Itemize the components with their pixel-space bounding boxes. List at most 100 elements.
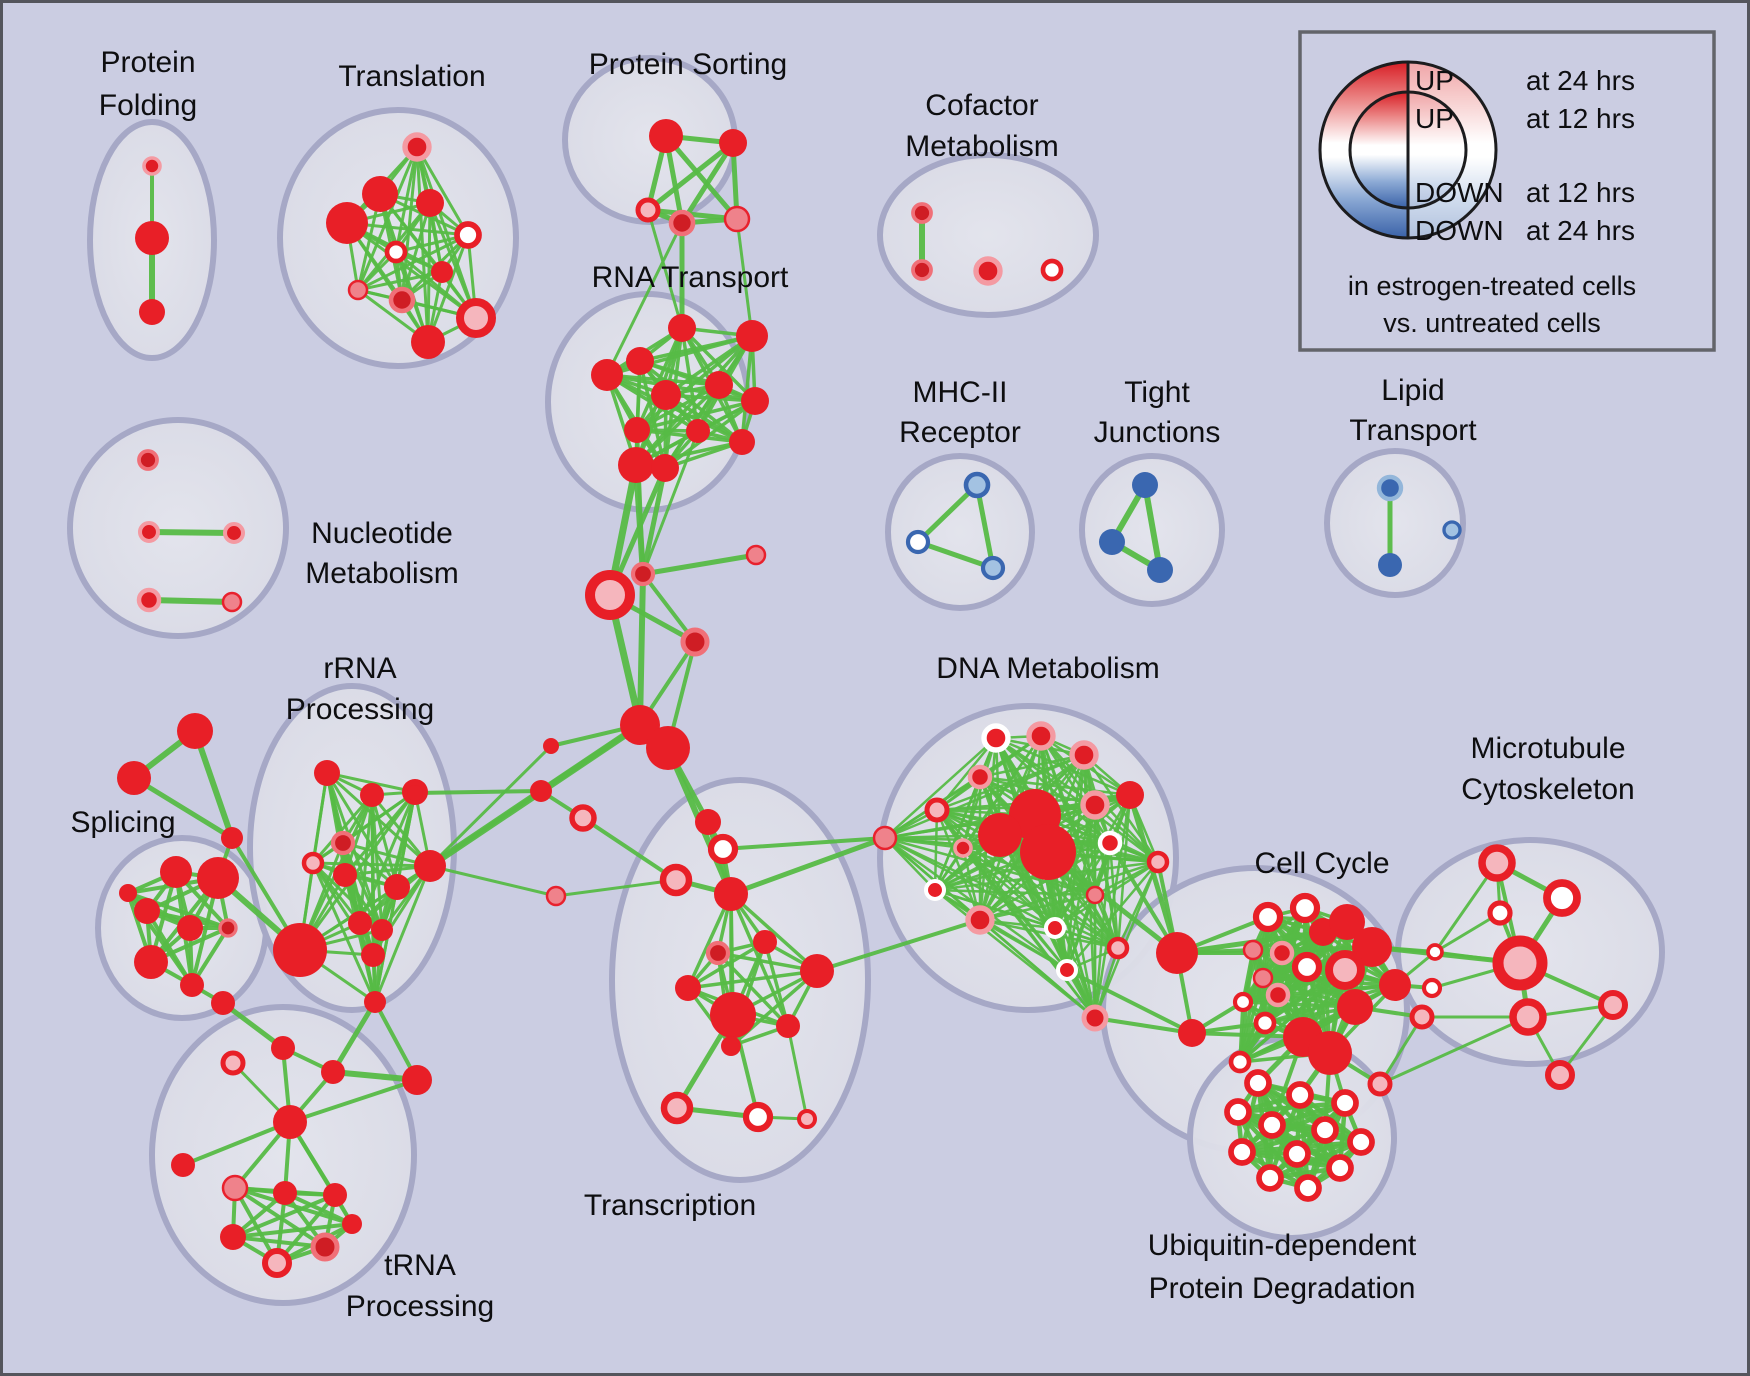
edge <box>728 835 888 897</box>
node-nm1 <box>137 449 159 471</box>
node-rr7 <box>384 874 410 900</box>
node-dm18 <box>1043 916 1067 940</box>
cluster-label-cofactor-metabolism: Cofactor <box>925 89 1038 122</box>
node-cc13 <box>1329 904 1365 940</box>
legend-time-3: at 24 hrs <box>1526 215 1635 246</box>
node-tx1 <box>695 809 721 835</box>
node-dm7 <box>1080 790 1110 820</box>
node-cc6 <box>1269 940 1295 966</box>
node-ub6 <box>1311 1116 1339 1144</box>
node-br2 <box>321 1060 345 1084</box>
node-tr3 <box>416 189 444 217</box>
node-cf4 <box>1040 258 1064 282</box>
node-mt9 <box>1598 990 1628 1020</box>
node-tn2 <box>171 1153 195 1177</box>
edge <box>786 1024 809 1121</box>
legend-caption-line1: in estrogen-treated cells <box>1348 271 1636 301</box>
node-tn7 <box>310 1232 340 1262</box>
node-dm15 <box>923 878 947 902</box>
legend-box <box>1298 30 1716 352</box>
node-rt4 <box>591 359 623 391</box>
node-c1 <box>630 561 656 587</box>
cluster-label-nucleotide-metabolism: Nucleotide <box>311 517 453 550</box>
node-sx1 <box>177 713 213 749</box>
node-tx7 <box>675 975 701 1001</box>
node-ub11 <box>1256 1164 1284 1192</box>
node-rr14 <box>364 991 386 1013</box>
node-ps2 <box>719 129 747 157</box>
node-tx3 <box>659 863 693 897</box>
node-rr5 <box>301 851 325 875</box>
legend-time-2: at 12 hrs <box>1526 177 1635 208</box>
legend-direction-0: UP <box>1415 65 1454 96</box>
edge <box>220 1000 286 1051</box>
node-br3 <box>402 1065 432 1095</box>
edge-cell-cycle <box>1238 920 1349 1064</box>
cluster-label-splicing: Splicing <box>70 806 175 839</box>
edge-protein-sorting <box>679 140 736 226</box>
node-tr2 <box>362 176 398 212</box>
cluster-label-transcription: Transcription <box>584 1189 756 1222</box>
node-tr9 <box>388 286 416 314</box>
edge-rrna-processing <box>373 864 432 1004</box>
cluster-nucleotide-metabolism <box>67 417 289 639</box>
edge <box>605 221 684 377</box>
edge <box>330 999 378 1075</box>
node-ub4 <box>1224 1098 1252 1126</box>
node-rr12 <box>414 850 446 882</box>
edge <box>915 539 996 571</box>
edge-dna-metabolism <box>1093 841 1112 1020</box>
node-m1 <box>963 471 991 499</box>
node-nm3 <box>222 521 246 545</box>
node-c5 <box>620 705 660 745</box>
node-cc14 <box>1352 927 1392 967</box>
node-nm5 <box>221 591 243 613</box>
edge-rrna-processing <box>325 771 417 794</box>
edge-dna-metabolism <box>961 846 1057 930</box>
edge <box>974 482 996 571</box>
node-rr1 <box>314 760 340 786</box>
node-ub2 <box>1286 1081 1314 1109</box>
edge-trna-processing <box>231 1193 337 1239</box>
node-c6 <box>646 726 690 770</box>
node-sx2 <box>117 761 151 795</box>
node-c11 <box>545 885 567 907</box>
node-nm2 <box>137 520 161 544</box>
edge-rrna-processing <box>373 885 399 1004</box>
edge <box>735 217 754 338</box>
edge <box>640 552 759 577</box>
node-ub8 <box>1228 1138 1256 1166</box>
node-ub1 <box>1244 1069 1272 1097</box>
edge-rna-transport <box>635 399 757 432</box>
node-dm22 <box>1081 1004 1109 1032</box>
node-br4 <box>220 1050 246 1076</box>
edge-dna-metabolism <box>933 808 939 892</box>
cluster-label-rna-transport: RNA Transport <box>592 261 789 294</box>
edge-protein-sorting <box>645 207 740 222</box>
edge <box>428 864 558 898</box>
node-ps4 <box>668 209 696 237</box>
edge-rrna-processing <box>311 861 377 1004</box>
node-pf1 <box>142 156 162 176</box>
node-dm13 <box>1097 830 1123 856</box>
edge <box>581 816 678 882</box>
edge-rrna-processing <box>341 841 384 932</box>
node-c3 <box>585 570 635 620</box>
node-tn5 <box>323 1183 347 1207</box>
node-tr6 <box>384 240 408 264</box>
edge <box>637 571 646 728</box>
edge <box>288 1078 419 1124</box>
edge <box>131 775 235 841</box>
node-cc8 <box>1252 967 1274 989</box>
node-tr7 <box>431 261 453 283</box>
node-cc7 <box>1291 951 1323 983</box>
node-cf2 <box>911 259 933 281</box>
node-tx11 <box>721 1036 741 1056</box>
node-cc1 <box>1156 932 1198 974</box>
node-dm20 <box>1106 936 1130 960</box>
edge-transcription <box>686 969 819 990</box>
node-cc20 <box>1228 1050 1252 1074</box>
legend-right-half-fade <box>1408 62 1496 238</box>
edge <box>428 789 543 868</box>
node-sp3 <box>134 898 160 924</box>
